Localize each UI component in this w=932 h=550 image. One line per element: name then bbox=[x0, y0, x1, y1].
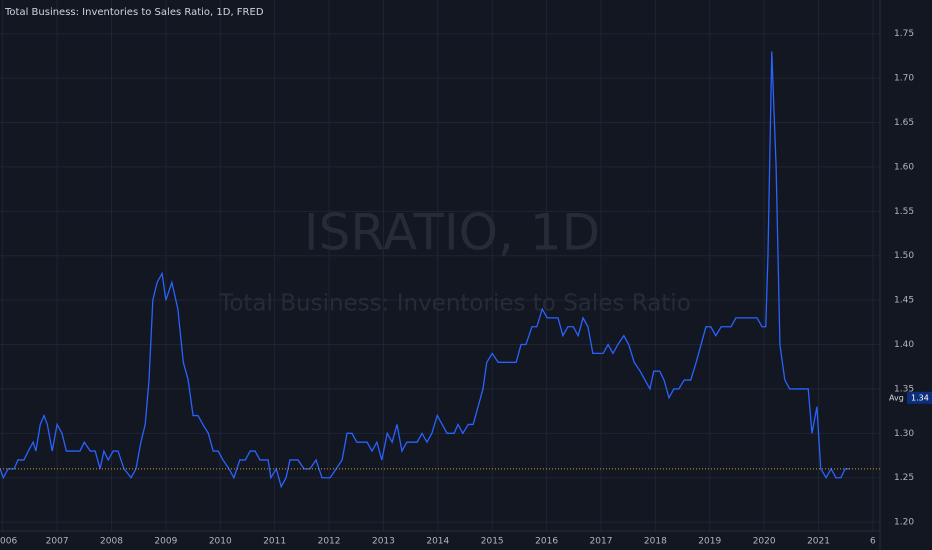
x-tick-label: 2020 bbox=[753, 537, 776, 547]
y-tick-label: 1.20 bbox=[894, 518, 914, 528]
avg-label: Avg bbox=[889, 393, 904, 402]
y-tick-label: 1.30 bbox=[894, 429, 914, 439]
chart-title: Total Business: Inventories to Sales Rat… bbox=[4, 7, 264, 18]
x-tick-label: 2017 bbox=[590, 537, 613, 547]
data-line bbox=[0, 51, 851, 489]
x-tick-label: 2009 bbox=[154, 537, 177, 547]
x-tick-label: 006 bbox=[0, 537, 17, 547]
x-tick-label: 2011 bbox=[263, 537, 286, 547]
y-tick-label: 1.60 bbox=[894, 162, 914, 172]
watermark-subtitle: Total Business: Inventories to Sales Rat… bbox=[218, 291, 691, 317]
x-tick-label: 2021 bbox=[807, 537, 830, 547]
avg-marker bbox=[886, 391, 906, 404]
x-tick-label: 2019 bbox=[698, 537, 721, 547]
y-tick-label: 1.25 bbox=[894, 473, 914, 483]
x-tick-label: 2016 bbox=[535, 537, 558, 547]
avg-value-box bbox=[907, 391, 932, 404]
x-tick-label: 2015 bbox=[481, 537, 504, 547]
y-tick-label: 1.45 bbox=[894, 296, 914, 306]
y-tick-label: 1.55 bbox=[894, 207, 914, 217]
x-tick-label: 2012 bbox=[318, 537, 341, 547]
grid bbox=[0, 0, 880, 531]
x-tick-label: 2013 bbox=[372, 537, 395, 547]
y-tick-label: 1.70 bbox=[894, 74, 914, 84]
y-tick-label: 1.75 bbox=[894, 29, 914, 39]
x-tick-label: 2010 bbox=[209, 537, 232, 547]
x-tick-label: 2008 bbox=[100, 537, 123, 547]
avg-value: 1.34 bbox=[911, 393, 929, 402]
y-tick-label: 1.35 bbox=[894, 384, 914, 394]
x-tick-label: 6 bbox=[870, 537, 876, 547]
y-tick-label: 1.50 bbox=[894, 251, 914, 261]
y-tick-label: 1.40 bbox=[894, 340, 914, 350]
y-tick-label: 1.65 bbox=[894, 118, 914, 128]
x-tick-label: 2018 bbox=[644, 537, 667, 547]
x-tick-label: 2007 bbox=[46, 537, 69, 547]
watermark: ISRATIO, 1D bbox=[304, 204, 600, 262]
x-tick-label: 2014 bbox=[426, 537, 449, 547]
